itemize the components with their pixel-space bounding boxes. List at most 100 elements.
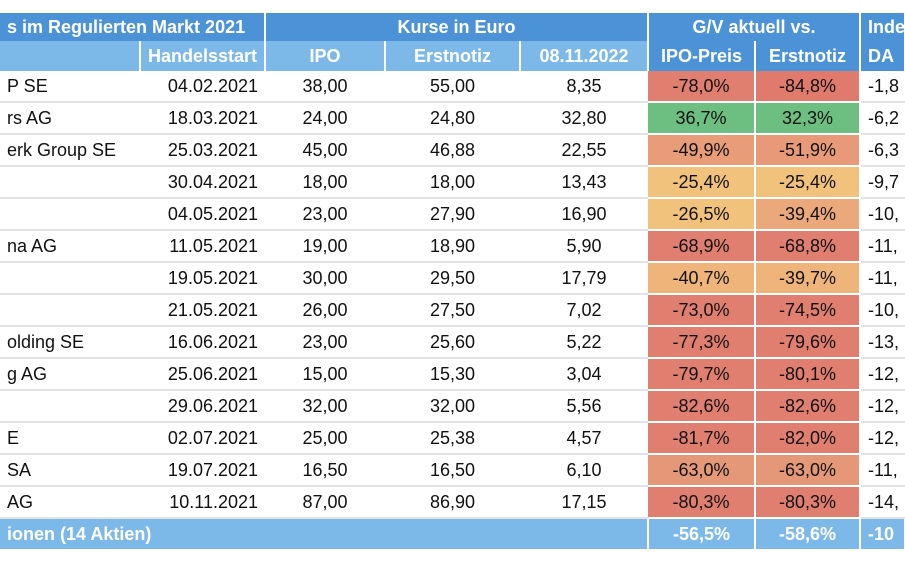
ipo-price: 15,00 xyxy=(265,358,386,391)
ipo-price: 32,00 xyxy=(265,390,386,423)
price-current: 5,90 xyxy=(520,230,649,263)
col-ipo: IPO xyxy=(265,41,387,71)
erstnotiz: 25,38 xyxy=(385,422,521,455)
ipo-price: 26,00 xyxy=(265,294,386,327)
ipo-price: 38,00 xyxy=(265,71,386,103)
price-current: 17,15 xyxy=(520,486,649,519)
ipo-price: 23,00 xyxy=(265,326,386,359)
table-row: P SE 04.02.2021 38,00 55,00 8,35 -78,0% -84,8%… xyxy=(0,71,905,103)
price-current: 32,80 xyxy=(520,102,649,135)
gv-ipo: -73,0% xyxy=(648,294,757,327)
price-current: 5,56 xyxy=(520,390,649,423)
col-erstnotiz: Erstnotiz xyxy=(385,41,522,71)
company-name: na AG xyxy=(0,230,140,263)
company-name: AG xyxy=(0,486,140,519)
gv-ipo: -81,7% xyxy=(648,422,757,455)
gv-erstnotiz: -51,9% xyxy=(755,134,862,167)
price-current: 22,55 xyxy=(520,134,649,167)
dax-change: -12, xyxy=(860,422,905,455)
gv-ipo: -25,4% xyxy=(648,166,757,199)
table-row: na AG 11.05.2021 19,00 18,90 5,90 -68,9% -68,8… xyxy=(0,230,905,263)
ipo-price: 25,00 xyxy=(265,422,386,455)
company-name: rs AG xyxy=(0,102,140,135)
company-name xyxy=(0,390,140,423)
price-current: 17,79 xyxy=(520,262,649,295)
table-title: s im Regulierten Markt 2021 xyxy=(0,13,267,41)
erstnotiz: 27,50 xyxy=(385,294,521,327)
total-ipo: -56,5% xyxy=(648,518,757,549)
table-row: 29.06.2021 32,00 32,00 5,56 -82,6% -82,6% -12, xyxy=(0,390,905,423)
price-current: 7,02 xyxy=(520,294,649,327)
dax-change: -6,3 xyxy=(860,134,905,167)
company-name: SA xyxy=(0,454,140,487)
erstnotiz: 15,30 xyxy=(385,358,521,391)
company-name: erk Group SE xyxy=(0,134,140,167)
dax-change: -14, xyxy=(860,486,905,519)
price-current: 8,35 xyxy=(520,71,649,103)
erstnotiz: 16,50 xyxy=(385,454,521,487)
dax-change: -12, xyxy=(860,390,905,423)
total-erstnotiz: -58,6% xyxy=(755,518,862,549)
gv-ipo: -68,9% xyxy=(648,230,757,263)
total-row: ionen (14 Aktien) -56,5% -58,6% -10 xyxy=(0,518,905,549)
gv-ipo: -40,7% xyxy=(648,262,757,295)
ipo-price: 24,00 xyxy=(265,102,386,135)
dax-change: -10, xyxy=(860,198,905,231)
table-row: 30.04.2021 18,00 18,00 13,43 -25,4% -25,4% -9,… xyxy=(0,166,905,199)
handelsstart: 30.04.2021 xyxy=(140,166,266,199)
gv-header: G/V aktuell vs. xyxy=(648,13,862,41)
column-header-row: Handelsstart IPO Erstnotiz 08.11.2022 IP… xyxy=(0,41,905,71)
handelsstart: 18.03.2021 xyxy=(140,102,266,135)
company-name: P SE xyxy=(0,71,140,103)
company-name xyxy=(0,166,140,199)
dax-change: -11, xyxy=(860,454,905,487)
table-row: g AG 25.06.2021 15,00 15,30 3,04 -79,7% -80,1%… xyxy=(0,358,905,391)
handelsstart: 10.11.2021 xyxy=(140,486,266,519)
handelsstart: 29.06.2021 xyxy=(140,390,266,423)
handelsstart: 16.06.2021 xyxy=(140,326,266,359)
gv-ipo: -82,6% xyxy=(648,390,757,423)
col-gv-erstnotiz: Erstnotiz xyxy=(755,41,862,71)
table-row: SA 19.07.2021 16,50 16,50 6,10 -63,0% -63,0% -1… xyxy=(0,454,905,487)
table-row: olding SE 16.06.2021 23,00 25,60 5,22 -77,3% -… xyxy=(0,326,905,359)
dax-change: -11, xyxy=(860,230,905,263)
gv-ipo: -80,3% xyxy=(648,486,757,519)
handelsstart: 25.03.2021 xyxy=(140,134,266,167)
title-row: s im Regulierten Markt 2021 Kurse in Eur… xyxy=(0,13,905,41)
dax-change: -9,7 xyxy=(860,166,905,199)
gv-erstnotiz: -74,5% xyxy=(755,294,862,327)
table-row: AG 10.11.2021 87,00 86,90 17,15 -80,3% -80,3% -… xyxy=(0,486,905,519)
col-date: 08.11.2022 xyxy=(520,41,650,71)
handelsstart: 02.07.2021 xyxy=(140,422,266,455)
gv-ipo: -77,3% xyxy=(648,326,757,359)
gv-ipo: -78,0% xyxy=(648,71,757,103)
table-row: erk Group SE 25.03.2021 45,00 46,88 22,55 -49… xyxy=(0,134,905,167)
gv-ipo: -26,5% xyxy=(648,198,757,231)
ipo-price: 45,00 xyxy=(265,134,386,167)
gv-erstnotiz: -80,3% xyxy=(755,486,862,519)
company-name xyxy=(0,198,140,231)
ipo-price: 18,00 xyxy=(265,166,386,199)
ipo-price: 23,00 xyxy=(265,198,386,231)
gv-ipo: 36,7% xyxy=(648,102,757,135)
col-dax: DA xyxy=(860,41,905,71)
gv-erstnotiz: -82,6% xyxy=(755,390,862,423)
erstnotiz: 86,90 xyxy=(385,486,521,519)
col-handelsstart: Handelsstart xyxy=(140,41,267,71)
handelsstart: 25.06.2021 xyxy=(140,358,266,391)
dax-change: -12, xyxy=(860,358,905,391)
handelsstart: 19.07.2021 xyxy=(140,454,266,487)
erstnotiz: 32,00 xyxy=(385,390,521,423)
erstnotiz: 24,80 xyxy=(385,102,521,135)
erstnotiz: 46,88 xyxy=(385,134,521,167)
col-name xyxy=(0,41,141,71)
price-current: 6,10 xyxy=(520,454,649,487)
company-name: olding SE xyxy=(0,326,140,359)
erstnotiz: 18,90 xyxy=(385,230,521,263)
gv-ipo: -49,9% xyxy=(648,134,757,167)
dax-change: -11, xyxy=(860,262,905,295)
dax-change: -1,8 xyxy=(860,71,905,103)
index-header: Inde xyxy=(860,13,905,41)
handelsstart: 04.05.2021 xyxy=(140,198,266,231)
gv-erstnotiz: -63,0% xyxy=(755,454,862,487)
